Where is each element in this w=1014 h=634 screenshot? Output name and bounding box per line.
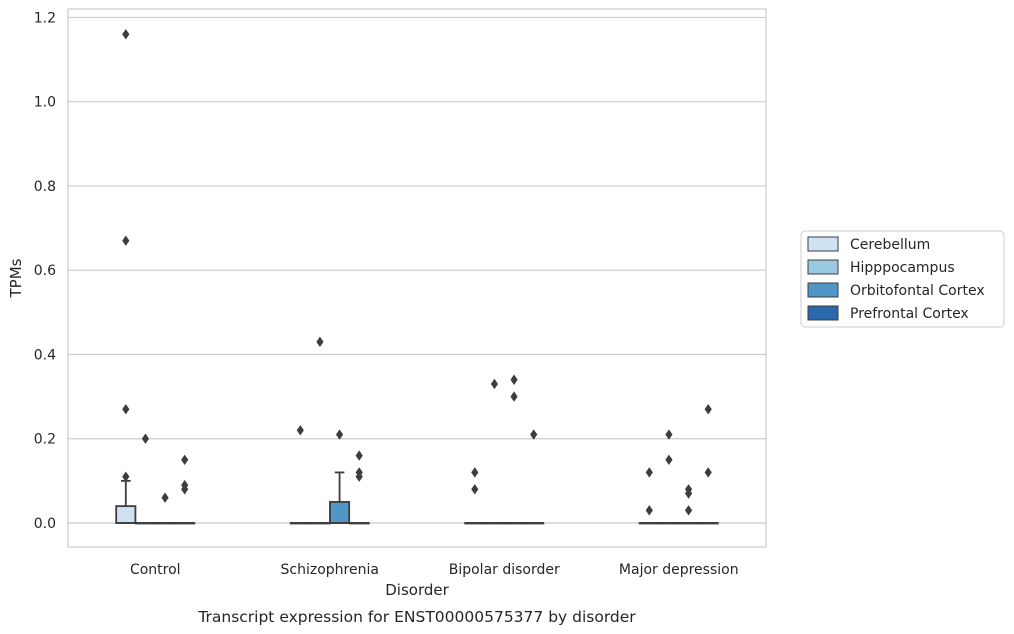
outlier-point xyxy=(645,467,653,478)
legend-frame xyxy=(800,230,1005,328)
outlier-point xyxy=(122,235,130,246)
box-hipppocampus xyxy=(483,522,505,525)
box-orbitofontal-cortex xyxy=(678,522,700,525)
box-groups xyxy=(115,471,719,525)
outlier-point xyxy=(510,374,518,385)
y-axis-label: TPMs xyxy=(7,258,25,298)
legend-label: Orbitofontal Cortex xyxy=(850,283,985,299)
outlier-point xyxy=(471,467,479,478)
box-cerebellum xyxy=(289,522,311,525)
outlier-point xyxy=(704,467,712,478)
y-tick-label: 0.6 xyxy=(34,263,56,279)
outlier-point xyxy=(490,378,499,390)
box-prefrontal-cortex xyxy=(174,522,196,525)
outlier-point xyxy=(665,429,673,440)
box-prefrontal-cortex xyxy=(523,522,545,525)
grid-lines xyxy=(68,16,766,524)
outlier-point xyxy=(471,484,479,495)
outlier-point xyxy=(335,429,344,440)
y-tick-label: 0.8 xyxy=(34,179,56,195)
box-orbitofontal-cortex xyxy=(329,471,351,524)
outlier-point xyxy=(665,454,673,465)
x-tick-label: Schizophrenia xyxy=(281,562,379,578)
outlier-point xyxy=(684,484,693,495)
chart-caption: Transcript expression for ENST0000057537… xyxy=(197,608,636,626)
box-body xyxy=(115,505,137,524)
outlier-point xyxy=(355,450,363,461)
x-axis-label: Disorder xyxy=(385,581,449,599)
y-tick-label: 0.4 xyxy=(34,347,56,363)
y-tick-label: 0.2 xyxy=(34,432,56,448)
box-prefrontal-cortex xyxy=(348,522,370,525)
outlier-point xyxy=(355,467,363,478)
legend: Cerebellum Hipppocampus Orbitofontal Corte… xyxy=(800,230,1005,328)
x-tick-label: Control xyxy=(130,562,181,578)
outlier-point xyxy=(645,505,653,516)
box-body xyxy=(329,501,351,524)
box-hipppocampus xyxy=(309,522,331,525)
x-tick-label: Bipolar disorder xyxy=(449,562,560,578)
y-axis-ticks: 0.0 0.2 0.4 0.6 0.8 1.0 1.2 xyxy=(34,10,56,532)
y-tick-label: 0.0 xyxy=(34,516,56,532)
outlier-point xyxy=(530,429,538,440)
box-cerebellum xyxy=(115,479,137,524)
box-hipppocampus xyxy=(134,522,156,525)
outlier-point xyxy=(684,505,693,516)
legend-items: Cerebellum Hipppocampus Orbitofontal Corte… xyxy=(807,236,985,322)
legend-label: Prefrontal Cortex xyxy=(850,306,969,322)
box-prefrontal-cortex xyxy=(697,522,719,525)
plot-frame xyxy=(67,8,767,548)
outlier-point xyxy=(181,454,189,465)
outlier-point xyxy=(181,479,189,491)
outlier-point xyxy=(122,404,130,415)
outlier-point xyxy=(316,336,324,348)
x-tick-label: Major depression xyxy=(619,562,739,578)
box-cerebellum xyxy=(464,522,486,525)
box-orbitofontal-cortex xyxy=(154,522,176,525)
legend-swatch xyxy=(807,282,839,298)
legend-label: Cerebellum xyxy=(850,237,930,253)
outlier-point xyxy=(141,433,150,444)
legend-label: Hipppocampus xyxy=(850,260,955,276)
outlier-point xyxy=(161,492,169,503)
outlier-point xyxy=(296,425,304,436)
outlier-point xyxy=(510,391,518,402)
legend-swatch xyxy=(807,305,839,321)
outlier-point xyxy=(122,471,130,482)
outlier-points xyxy=(122,29,712,516)
y-tick-label: 1.0 xyxy=(34,95,56,111)
y-tick-label: 1.2 xyxy=(34,10,56,26)
box-cerebellum xyxy=(638,522,660,525)
outlier-point xyxy=(704,404,712,415)
x-axis-ticks: Control Schizophrenia Bipolar disorder Majo… xyxy=(130,562,739,578)
legend-swatch xyxy=(807,236,839,252)
box-hipppocampus xyxy=(658,522,680,525)
box-orbitofontal-cortex xyxy=(503,522,525,525)
legend-swatch xyxy=(807,259,839,275)
outlier-point xyxy=(122,29,130,40)
